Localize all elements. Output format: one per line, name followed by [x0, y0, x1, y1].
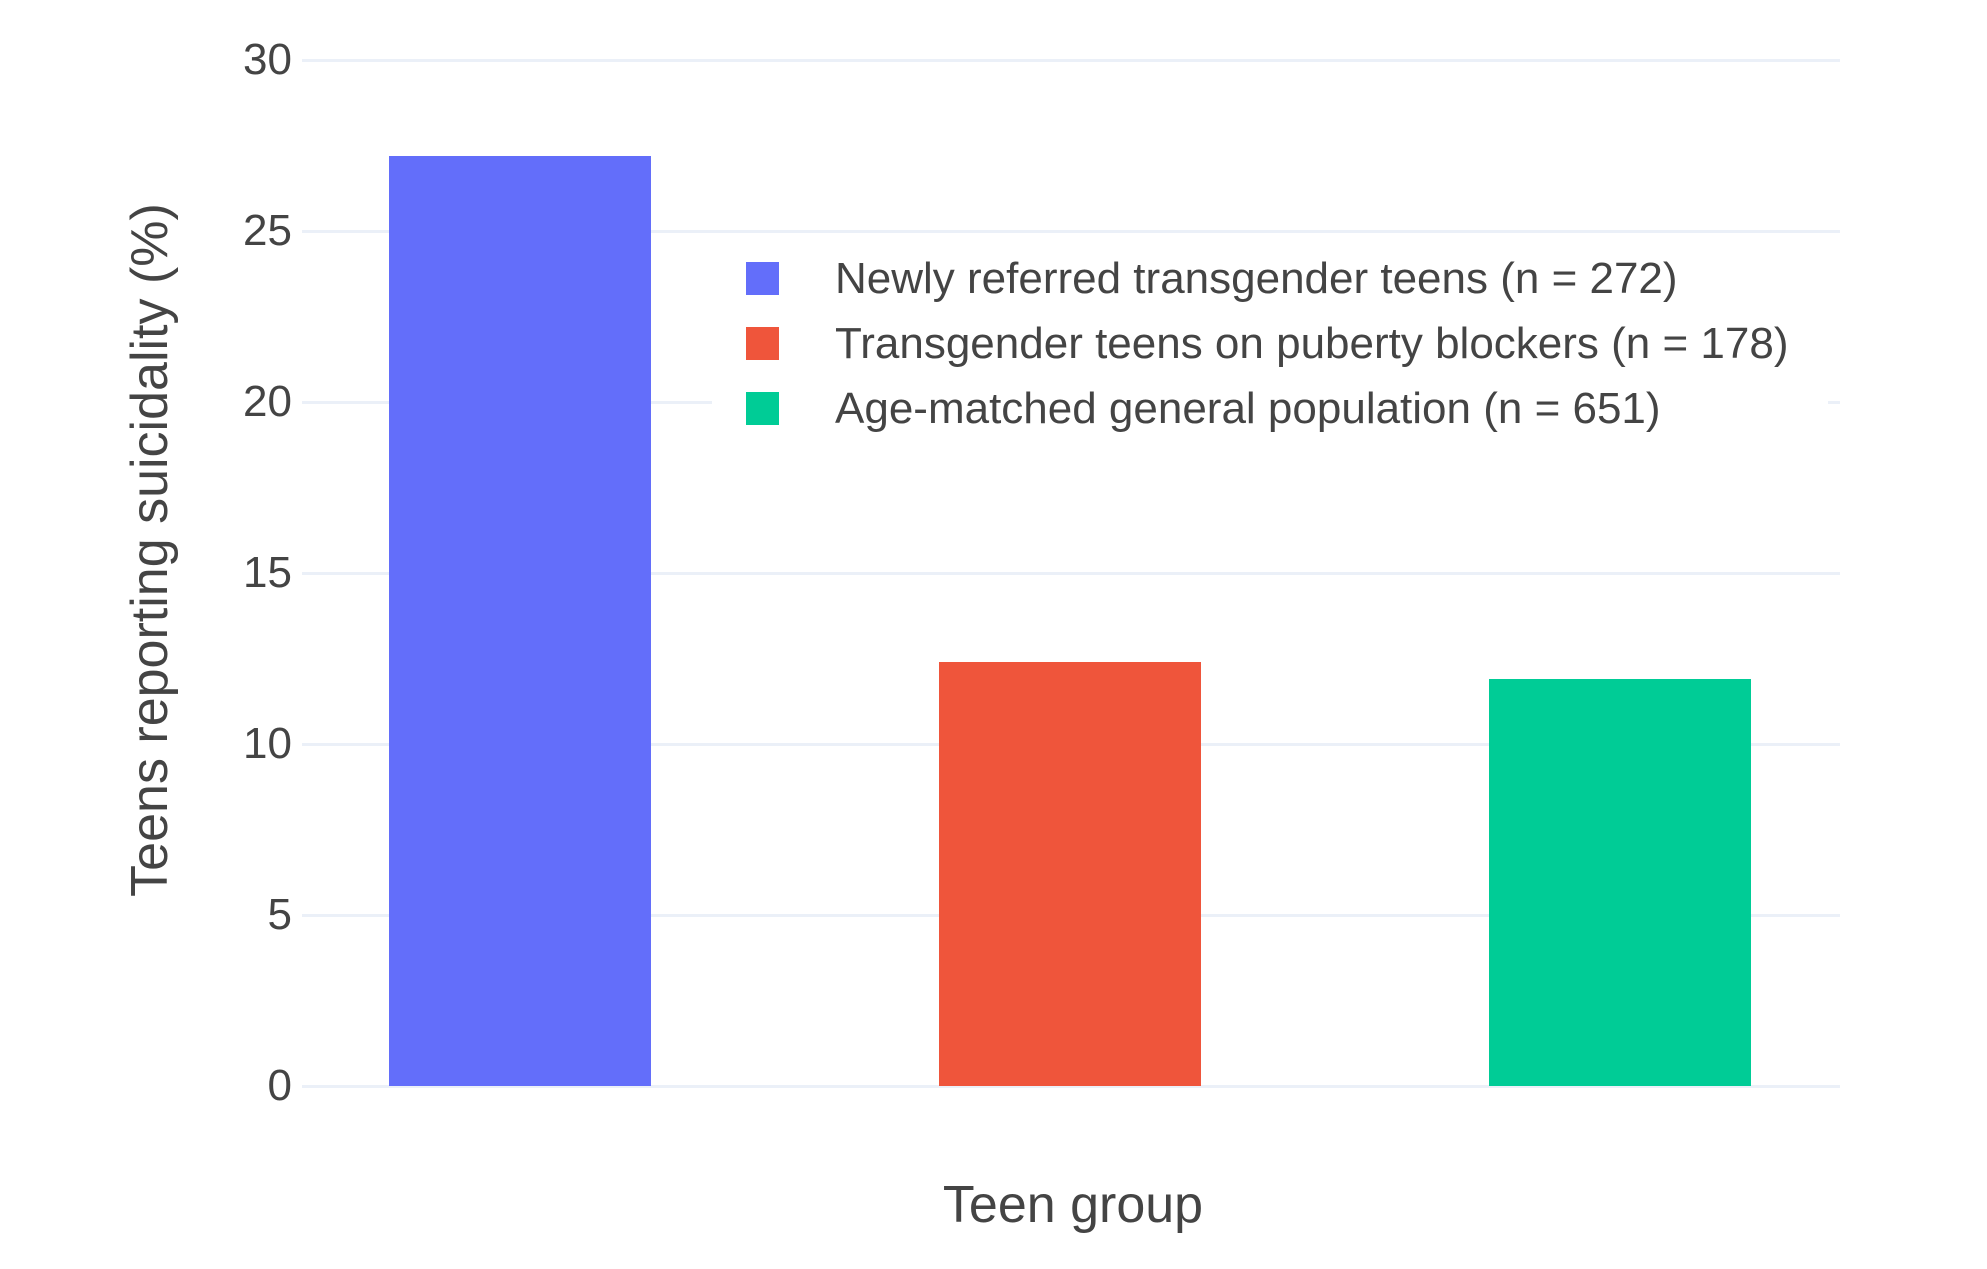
y-tick-label-30: 30 [243, 35, 292, 84]
legend-swatch-icon [746, 262, 779, 295]
bar-0 [389, 155, 651, 1086]
bar-1 [939, 661, 1201, 1086]
legend-label: Transgender teens on puberty blockers (n… [835, 318, 1789, 368]
y-axis-title: Teens reporting suicidality (%) [121, 203, 179, 897]
legend-label: Age-matched general population (n = 651) [835, 383, 1661, 433]
y-tick-label-5: 5 [267, 890, 292, 939]
y-tick-label-20: 20 [243, 377, 292, 426]
gridline-0 [302, 1085, 1840, 1088]
y-tick-label-10: 10 [243, 719, 292, 768]
legend-item-0[interactable]: Newly referred transgender teens (n = 27… [746, 246, 1788, 311]
y-tick-label-15: 15 [243, 548, 292, 597]
gridline-15 [302, 572, 1840, 575]
gridline-30 [302, 59, 1840, 62]
y-tick-label-25: 25 [243, 206, 292, 255]
legend-item-1[interactable]: Transgender teens on puberty blockers (n… [746, 311, 1788, 376]
bar-2 [1489, 679, 1751, 1086]
legend: Newly referred transgender teens (n = 27… [712, 236, 1829, 455]
legend-swatch-icon [746, 392, 779, 425]
legend-swatch-icon [746, 327, 779, 360]
legend-label: Newly referred transgender teens (n = 27… [835, 253, 1678, 303]
gridline-25 [302, 230, 1840, 233]
x-axis-title: Teen group [942, 1176, 1204, 1234]
legend-item-2[interactable]: Age-matched general population (n = 651) [746, 376, 1788, 441]
y-tick-label-0: 0 [267, 1061, 292, 1110]
